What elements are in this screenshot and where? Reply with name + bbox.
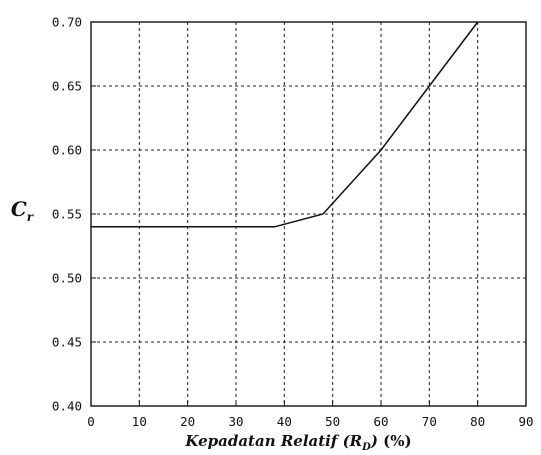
x-axis-label-main: Kepadatan Relatif xyxy=(184,432,339,450)
y-axis-label-main: C xyxy=(11,197,27,221)
x-tick-label: 40 xyxy=(277,414,292,429)
y-tick-label: 0.55 xyxy=(52,207,82,222)
y-tick-label: 0.65 xyxy=(52,79,82,94)
y-tick-label: 0.40 xyxy=(52,399,82,414)
x-tick-label: 0 xyxy=(87,414,95,429)
y-tick-label: 0.60 xyxy=(52,143,82,158)
y-tick-label: 0.50 xyxy=(52,271,82,286)
series-layer xyxy=(91,21,479,228)
y-tick-label: 0.70 xyxy=(52,15,82,30)
x-tick-label: 80 xyxy=(470,414,485,429)
series-line xyxy=(91,21,479,228)
x-axis-label-unit: (%) xyxy=(383,432,411,450)
x-tick-label: 30 xyxy=(228,414,243,429)
x-axis-label-paren-close: ) xyxy=(370,432,378,450)
x-tick-label: 60 xyxy=(373,414,388,429)
x-axis-label-paren-open: (R xyxy=(343,432,363,450)
tick-layer: 0 10 20 30 40 50 60 70 80 90 0.40 0.45 0.50 0.55 0.60 0… xyxy=(52,15,534,430)
x-tick-label: 90 xyxy=(518,414,533,429)
y-tick-label: 0.45 xyxy=(52,335,82,350)
y-axis-label-sub: r xyxy=(27,210,35,224)
x-tick-label: 50 xyxy=(325,414,340,429)
grid xyxy=(91,22,526,406)
x-tick-label: 20 xyxy=(180,414,195,429)
x-axis-label-sub: D xyxy=(361,442,371,453)
y-axis-label: Cr xyxy=(11,197,35,224)
x-tick-label: 10 xyxy=(132,414,147,429)
x-tick-label: 70 xyxy=(422,414,437,429)
x-axis-label: Kepadatan Relatif (RD) (%) xyxy=(184,432,411,453)
